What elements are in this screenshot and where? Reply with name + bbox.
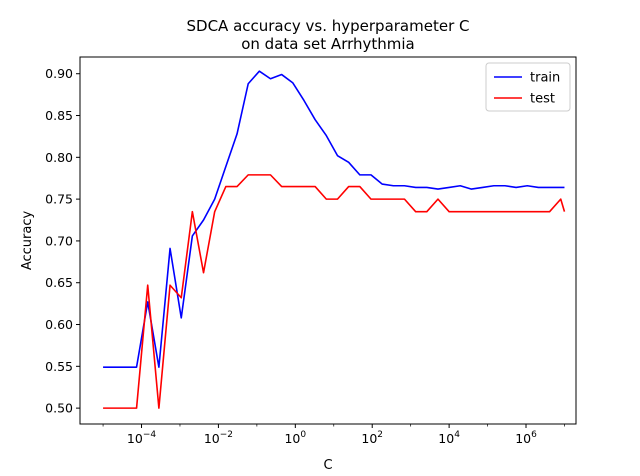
plot-area: 0.500.550.600.650.700.750.800.850.9010−4… [45,66,566,446]
plot-frame [79,56,577,425]
y-tick-label: 0.75 [45,192,73,207]
y-tick-label: 0.50 [45,401,73,416]
legend-box [485,62,571,112]
y-tick-label: 0.60 [45,317,73,332]
series-line-test [103,174,566,409]
legend-label-train: train [530,71,560,86]
y-axis-label: Accuracy [20,211,35,271]
chart-subtitle: on data set Arrhythmia [241,35,415,53]
y-tick-label: 0.70 [45,233,73,248]
y-tick-label: 0.80 [45,150,73,165]
x-axis-label: C [323,458,332,473]
y-tick-label: 0.65 [45,275,73,290]
y-tick-label: 0.55 [45,359,73,374]
series-line-train [103,70,565,368]
chart-title: SDCA accuracy vs. hyperparameter C [187,17,470,35]
legend-label-test: test [530,92,555,107]
y-tick-label: 0.85 [45,108,73,123]
legend: train test [485,62,571,112]
y-tick-label: 0.90 [45,66,73,81]
